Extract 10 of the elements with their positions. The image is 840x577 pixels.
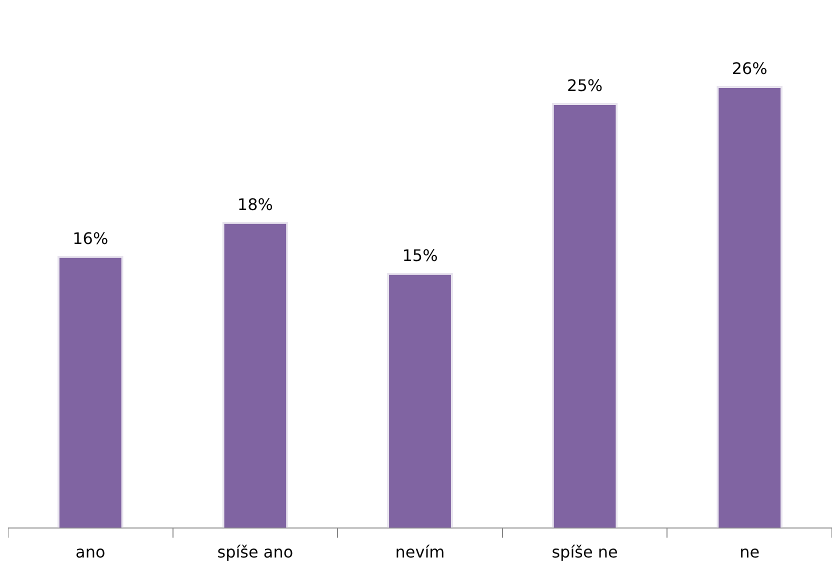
x-tick-label: nevím: [395, 542, 445, 562]
x-tick-label: ne: [740, 542, 760, 562]
data-label: 16%: [72, 229, 108, 248]
data-label: 25%: [567, 76, 603, 96]
data-label: 18%: [237, 195, 273, 214]
x-tick-label: ano: [76, 542, 106, 562]
data-label: 15%: [402, 246, 438, 266]
data-label: 26%: [732, 59, 768, 78]
x-tick-label: spíše ano: [217, 542, 294, 562]
x-tick-label: spíše ne: [552, 542, 618, 562]
